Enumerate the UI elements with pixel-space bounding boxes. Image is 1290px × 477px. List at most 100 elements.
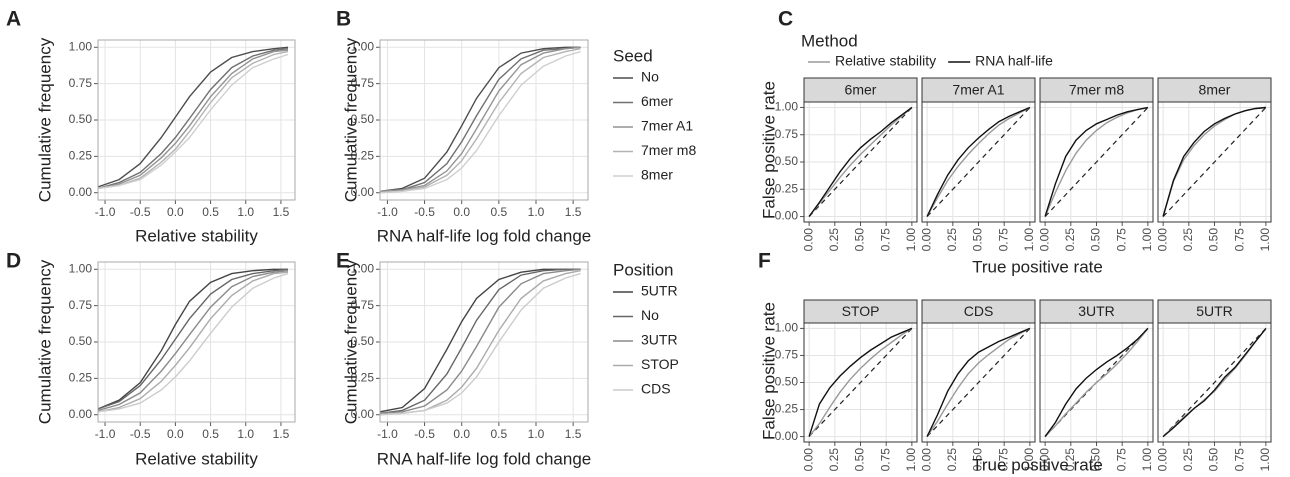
x-tick-label: 1.5 (273, 427, 290, 441)
x-tick-label: -0.5 (414, 427, 435, 441)
x-tick-label: 0.50 (971, 228, 985, 252)
legend-label: STOP (641, 356, 679, 372)
x-tick-label: 0.50 (853, 448, 867, 472)
y-tick-label: 0.00 (69, 407, 93, 421)
x-tick-label: 0.75 (878, 228, 892, 252)
x-tick-label: 0.0 (167, 205, 184, 219)
y-tick-label: 0.25 (351, 371, 375, 385)
y-tick-label: 0.25 (69, 149, 93, 163)
x-tick-label: 0.75 (1114, 228, 1128, 252)
y-tick-label: 0.75 (775, 127, 799, 141)
x-tick-label: 1.0 (237, 427, 254, 441)
x-tick-label: 0.50 (1207, 228, 1221, 252)
x-tick-label: 0.25 (1181, 228, 1195, 252)
legend-label: 6mer (641, 93, 673, 109)
cdf-line (97, 270, 289, 412)
x-tick-label: 0.50 (1089, 228, 1103, 252)
plot-border (803, 101, 918, 223)
x-tick-label: 0.25 (1181, 448, 1195, 472)
x-tick-label: -1.0 (95, 205, 116, 219)
x-tick-label: 0.5 (202, 205, 219, 219)
plot-border (379, 39, 589, 201)
y-tick-label: 0.75 (69, 76, 93, 90)
x-tick-label: 0.5 (202, 427, 219, 441)
x-tick-label: 0.75 (1232, 228, 1246, 252)
y-tick-label: 1.00 (351, 261, 375, 275)
x-tick-label: -1.0 (377, 205, 398, 219)
x-tick-label: 1.00 (904, 448, 918, 472)
y-tick-label: 0.50 (775, 375, 799, 389)
legend-label: No (641, 307, 659, 323)
x-tick-label: 0.75 (996, 228, 1010, 252)
cdf-line (97, 48, 289, 190)
roc-line (1044, 106, 1149, 217)
roc-line (808, 327, 913, 437)
y-axis-title: Cumulative frequency (35, 37, 54, 202)
reference-diagonal (1162, 107, 1267, 217)
x-tick-label: 0.75 (1232, 448, 1246, 472)
x-tick-label: -0.5 (130, 205, 151, 219)
reference-diagonal (1162, 327, 1267, 438)
legend-label: Relative stability (835, 53, 936, 69)
cdf-line (379, 46, 581, 192)
roc-line (926, 327, 1031, 437)
cdf-line (379, 268, 581, 414)
legend-label: RNA half-life (975, 53, 1053, 69)
x-tick-label: 1.5 (273, 205, 290, 219)
y-tick-label: 0.25 (775, 181, 799, 195)
panel-letter: B (336, 8, 351, 31)
cdf-line (97, 49, 289, 190)
cdf-line (97, 272, 289, 413)
y-axis-title: False positive rate (759, 81, 778, 219)
facet-strip (803, 77, 918, 103)
x-tick-label: 0.00 (801, 448, 815, 472)
facet-title: 3UTR (1078, 303, 1115, 319)
panel-letter: E (336, 250, 350, 273)
y-tick-label: 0.50 (69, 112, 93, 126)
x-tick-label: 0.25 (945, 228, 959, 252)
plot-border (97, 39, 296, 201)
y-tick-label: 0.50 (69, 334, 93, 348)
x-tick-label: -1.0 (95, 427, 116, 441)
x-tick-label: 1.00 (1022, 228, 1036, 252)
x-tick-label: 0.50 (853, 228, 867, 252)
legend-title: Method (801, 31, 858, 50)
facet-strip (1157, 77, 1272, 103)
facet-title: 7mer A1 (952, 82, 1004, 98)
legend-label: CDS (641, 381, 671, 397)
roc-line (1162, 106, 1266, 217)
x-tick-label: -0.5 (414, 205, 435, 219)
x-tick-label: 1.0 (528, 205, 545, 219)
legend-title: Seed (613, 46, 653, 65)
roc-line (808, 106, 913, 217)
x-tick-label: 0.25 (1063, 228, 1077, 252)
x-tick-label: 0.0 (453, 427, 470, 441)
reference-diagonal (808, 107, 913, 217)
plot-border (379, 261, 589, 423)
legend-label: 3UTR (641, 332, 678, 348)
y-axis-title: Cumulative frequency (35, 259, 54, 424)
x-axis-title: RNA half-life log fold change (377, 449, 592, 468)
y-tick-label: 0.25 (351, 149, 375, 163)
x-tick-label: 1.00 (1258, 448, 1272, 472)
cdf-line (97, 268, 288, 410)
facet-title: STOP (842, 303, 880, 319)
x-axis-title: Relative stability (135, 449, 258, 468)
x-axis-title: Relative stability (135, 226, 258, 245)
x-tick-label: 0.50 (971, 448, 985, 472)
x-tick-label: 0.00 (919, 228, 933, 252)
reference-diagonal (1044, 107, 1149, 217)
y-tick-label: 0.25 (775, 402, 799, 416)
roc-line (926, 327, 1031, 437)
x-tick-label: 0.0 (453, 205, 470, 219)
x-tick-label: -0.5 (130, 427, 151, 441)
y-axis-title: Cumulative frequency (341, 259, 360, 424)
y-tick-label: 0.50 (351, 334, 375, 348)
plot-border (1157, 101, 1272, 223)
reference-diagonal (926, 327, 1031, 438)
y-tick-label: 0.75 (775, 348, 799, 362)
facet-title: 5UTR (1196, 303, 1233, 319)
cdf-line (379, 48, 581, 194)
cdf-line (379, 272, 581, 416)
